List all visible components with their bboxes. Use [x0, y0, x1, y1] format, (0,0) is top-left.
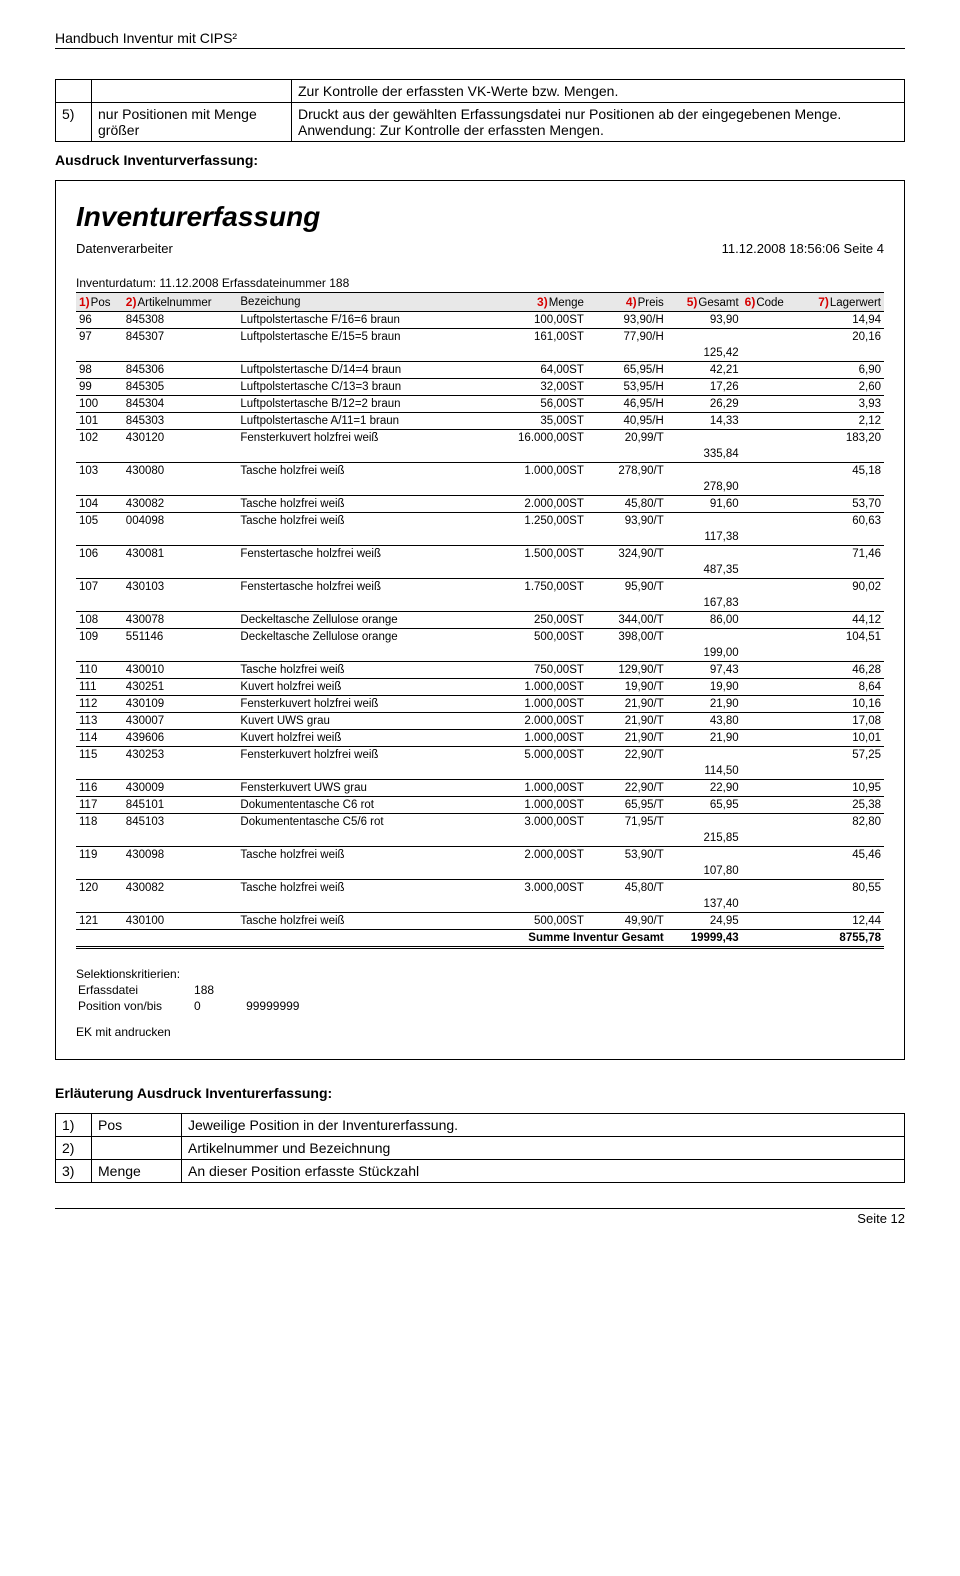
table-row-subtotal: 137,40	[76, 896, 884, 913]
th-preis: 4)Preis	[587, 293, 667, 312]
sum-lager: 8755,78	[798, 930, 884, 948]
criteria-table: Erfassdatei 188 Position von/bis 0 99999…	[76, 981, 331, 1015]
table-row: 110430010Tasche holzfrei weiß750,00ST129…	[76, 662, 884, 679]
table-row: 119430098Tasche holzfrei weiß2.000,00ST5…	[76, 847, 884, 864]
table-row: 112430109Fensterkuvert holzfrei weiß1.00…	[76, 696, 884, 713]
report-right-meta: 11.12.2008 18:56:06 Seite 4	[722, 241, 884, 256]
table-row: 109551146Deckeltasche Zellulose orange50…	[76, 629, 884, 646]
sum-ges: 19999,43	[667, 930, 742, 948]
inv-date: Inventurdatum: 11.12.2008 Erfassdateinum…	[76, 276, 884, 290]
table-row: 114439606Kuvert holzfrei weiß1.000,00ST2…	[76, 730, 884, 747]
table-row-subtotal: 125,42	[76, 345, 884, 362]
table-row: 107430103Fenstertasche holzfrei weiß1.75…	[76, 579, 884, 596]
th-ges: 5)Gesamt	[667, 293, 742, 312]
th-bez: Bezeichung	[237, 293, 487, 312]
erl-table: 1)PosJeweilige Position in der Inventure…	[55, 1113, 905, 1183]
criteria-title: Selektionskritierien:	[76, 967, 884, 981]
th-code: 6)Code	[742, 293, 798, 312]
report-title: Inventurerfassung	[76, 201, 884, 233]
page-footer: Seite 12	[55, 1208, 905, 1226]
table-row-subtotal: 114,50	[76, 763, 884, 780]
table-row: 96845308Luftpolstertasche F/16=6 braun10…	[76, 312, 884, 329]
table-row: 99845305Luftpolstertasche C/13=3 braun32…	[76, 379, 884, 396]
table-row: 113430007Kuvert UWS grau2.000,00ST21,90/…	[76, 713, 884, 730]
report-table: 1)Pos 2)Artikelnummer Bezeichung 3)Menge…	[76, 292, 884, 949]
erl-row: 2)Artikelnummer und Bezeichnung	[56, 1137, 905, 1160]
table-row: 97845307Luftpolstertasche E/15=5 braun16…	[76, 329, 884, 346]
table-row: 121430100Tasche holzfrei weiß500,00ST49,…	[76, 913, 884, 930]
erl-row: 3)MengeAn dieser Position erfasste Stück…	[56, 1160, 905, 1183]
table-row: 115430253Fensterkuvert holzfrei weiß5.00…	[76, 747, 884, 764]
section-label: Ausdruck Inventurverfassung:	[55, 152, 905, 168]
table-row: 101845303Luftpolstertasche A/11=1 braun3…	[76, 413, 884, 430]
table-row: 120430082Tasche holzfrei weiß3.000,00ST4…	[76, 880, 884, 897]
option-5-desc: Druckt aus der gewählten Erfassungsdatei…	[292, 103, 905, 142]
erl-title: Erläuterung Ausdruck Inventurerfassung:	[55, 1085, 905, 1101]
table-row-subtotal: 167,83	[76, 595, 884, 612]
criteria-ek: EK mit andrucken	[76, 1025, 884, 1039]
table-row: 103430080Tasche holzfrei weiß1.000,00ST2…	[76, 463, 884, 480]
table-row: 102430120Fensterkuvert holzfrei weiß16.0…	[76, 430, 884, 447]
table-row-subtotal: 335,84	[76, 446, 884, 463]
table-row-subtotal: 487,35	[76, 562, 884, 579]
option-5-num: 5)	[56, 103, 92, 142]
option-top-right: Zur Kontrolle der erfassten VK-Werte bzw…	[292, 80, 905, 103]
th-pos: 1)Pos	[76, 293, 123, 312]
table-row: 117845101Dokumententasche C6 rot1.000,00…	[76, 797, 884, 814]
table-row: 100845304Luftpolstertasche B/12=2 braun5…	[76, 396, 884, 413]
table-row-subtotal: 107,80	[76, 863, 884, 880]
table-row: 116430009Fensterkuvert UWS grau1.000,00S…	[76, 780, 884, 797]
doc-header: Handbuch Inventur mit CIPS²	[55, 30, 905, 49]
table-row: 104430082Tasche holzfrei weiß2.000,00ST4…	[76, 496, 884, 513]
table-row-subtotal: 215,85	[76, 830, 884, 847]
table-row-subtotal: 199,00	[76, 645, 884, 662]
report-box: Inventurerfassung Datenverarbeiter 11.12…	[55, 180, 905, 1060]
th-lager: 7)Lagerwert	[798, 293, 884, 312]
erl-row: 1)PosJeweilige Position in der Inventure…	[56, 1114, 905, 1137]
th-menge: 3)Menge	[487, 293, 587, 312]
table-row: 105004098Tasche holzfrei weiß1.250,00ST9…	[76, 513, 884, 530]
report-left-meta: Datenverarbeiter	[76, 241, 173, 256]
th-art: 2)Artikelnummer	[123, 293, 238, 312]
table-row-subtotal: 117,38	[76, 529, 884, 546]
table-row: 98845306Luftpolstertasche D/14=4 braun64…	[76, 362, 884, 379]
table-row-subtotal: 278,90	[76, 479, 884, 496]
option-5-label: nur Positionen mit Menge größer	[92, 103, 292, 142]
options-table: Zur Kontrolle der erfassten VK-Werte bzw…	[55, 79, 905, 142]
table-row: 108430078Deckeltasche Zellulose orange25…	[76, 612, 884, 629]
table-row: 106430081Fenstertasche holzfrei weiß1.50…	[76, 546, 884, 563]
table-row: 118845103Dokumententasche C5/6 rot3.000,…	[76, 814, 884, 831]
table-row: 111430251Kuvert holzfrei weiß1.000,00ST1…	[76, 679, 884, 696]
sum-label: Summe Inventur Gesamt	[487, 930, 667, 948]
